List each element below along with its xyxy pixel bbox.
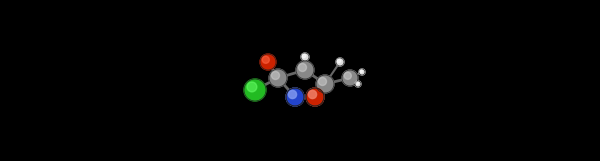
- Circle shape: [306, 88, 324, 106]
- Circle shape: [342, 70, 358, 86]
- Circle shape: [260, 54, 276, 70]
- Circle shape: [344, 72, 352, 79]
- Circle shape: [301, 53, 309, 61]
- Circle shape: [286, 88, 304, 106]
- Circle shape: [298, 63, 307, 71]
- Circle shape: [308, 90, 317, 99]
- Circle shape: [244, 79, 266, 101]
- Circle shape: [337, 59, 341, 63]
- Circle shape: [269, 69, 287, 87]
- Circle shape: [308, 90, 317, 99]
- Circle shape: [289, 90, 296, 99]
- Circle shape: [306, 88, 324, 106]
- Circle shape: [319, 77, 326, 85]
- Circle shape: [355, 81, 361, 87]
- Circle shape: [359, 69, 365, 75]
- Circle shape: [286, 88, 304, 106]
- Circle shape: [360, 70, 362, 72]
- Circle shape: [316, 75, 334, 93]
- Circle shape: [302, 54, 305, 58]
- Circle shape: [247, 82, 257, 92]
- Circle shape: [336, 58, 344, 66]
- Circle shape: [296, 61, 314, 79]
- Circle shape: [356, 82, 359, 85]
- Circle shape: [271, 71, 280, 80]
- Circle shape: [289, 90, 296, 99]
- Circle shape: [262, 56, 269, 63]
